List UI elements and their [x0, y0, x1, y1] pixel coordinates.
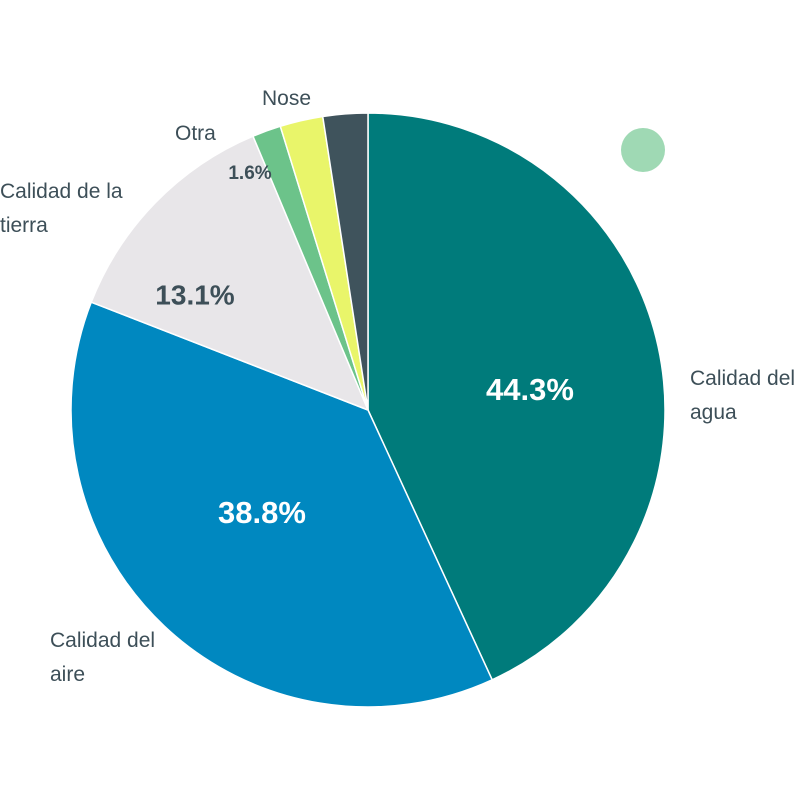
- pie-slice: [367, 112, 666, 681]
- pie-slice: [321, 112, 369, 411]
- pie-slice: [70, 301, 494, 708]
- value-label: 44.3%: [486, 372, 574, 407]
- slice-label: Calidad del agua: [690, 367, 796, 424]
- slice-label: Otra: [175, 122, 216, 145]
- value-label: 13.1%: [155, 279, 234, 310]
- slice-label: Nose: [262, 87, 312, 110]
- decor-dot: [621, 128, 665, 172]
- slice-label: Calidad de la tierra: [0, 180, 123, 237]
- value-label: 38.8%: [218, 495, 306, 530]
- slice-label: Calidad del aire: [50, 629, 156, 686]
- pie-slice: [90, 135, 370, 412]
- value-label: 1.6%: [228, 163, 271, 184]
